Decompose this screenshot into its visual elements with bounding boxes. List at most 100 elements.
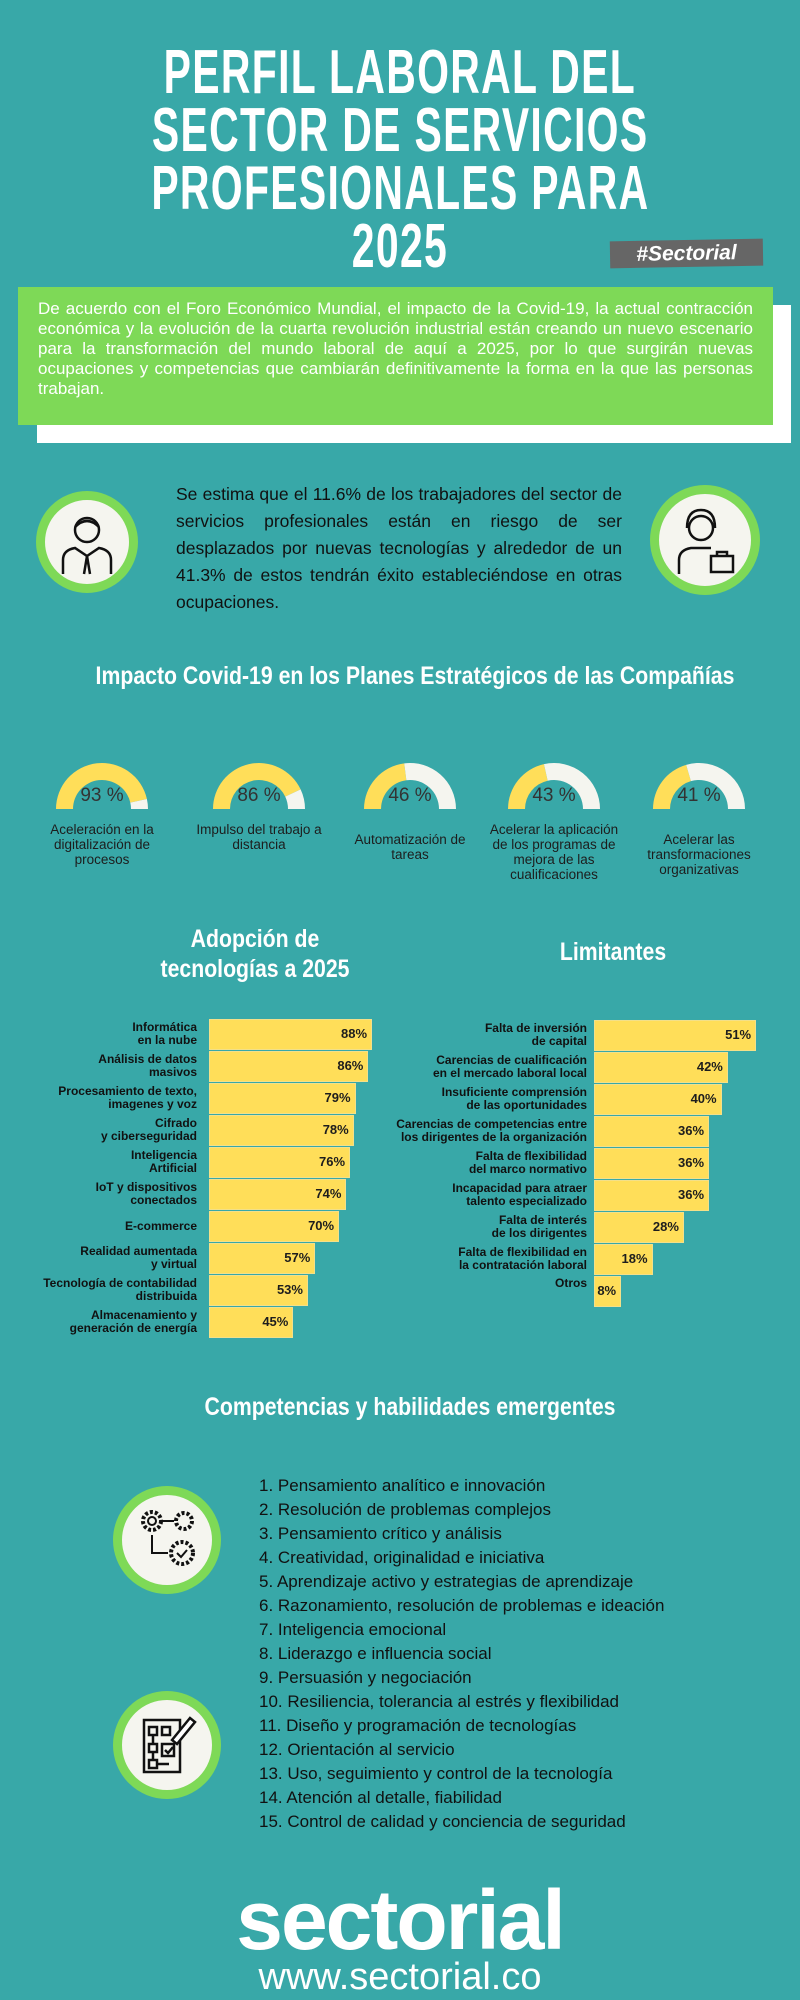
bar: 70% bbox=[210, 1212, 339, 1241]
gauge-remainder bbox=[404, 763, 456, 809]
bar-value-label: 79% bbox=[324, 1090, 351, 1105]
bar-category-label: Falta de inversión de capital bbox=[484, 1021, 587, 1048]
bar-value-label: 28% bbox=[652, 1219, 679, 1234]
bar: 74% bbox=[210, 1180, 346, 1209]
gauge-remainder bbox=[285, 789, 305, 809]
bar-value-label: 78% bbox=[322, 1122, 349, 1137]
bar-category-label: Falta de flexibilidad en la contratación… bbox=[458, 1245, 587, 1272]
bar-category-label: Análisis de datos masivos bbox=[98, 1052, 197, 1079]
gauge-value: 93 % bbox=[80, 785, 124, 806]
gauge-3 bbox=[364, 763, 456, 809]
worker-with-briefcase-icon bbox=[650, 485, 760, 595]
skill-item: 7. Inteligencia emocional bbox=[259, 1620, 447, 1639]
skill-item: 3. Pensamiento crítico y análisis bbox=[259, 1524, 502, 1543]
hashtag-badge: #Sectorial bbox=[609, 238, 764, 269]
skill-item: 6. Razonamiento, resolución de problemas… bbox=[259, 1596, 665, 1615]
bar-value-label: 45% bbox=[262, 1314, 289, 1329]
bar-value-label: 53% bbox=[276, 1282, 303, 1297]
bar-category-label: Insuficiente comprensión de las oportuni… bbox=[441, 1085, 587, 1112]
bar-category-label: Carencias de competencias entre los diri… bbox=[396, 1117, 587, 1144]
bar: 36% bbox=[595, 1117, 709, 1146]
gauge-fill bbox=[653, 764, 691, 809]
bar-category-label: Tecnología de contabilidad distribuida bbox=[43, 1276, 197, 1303]
bar-category-label: Procesamiento de texto, imagenes y voz bbox=[58, 1084, 197, 1111]
title-line-4: 2025 bbox=[351, 212, 449, 281]
bar-value-label: 8% bbox=[597, 1283, 617, 1298]
gauge-5 bbox=[653, 763, 745, 809]
intro-text: De acuerdo con el Foro Económico Mundial… bbox=[18, 287, 773, 425]
businessman-icon bbox=[36, 491, 138, 593]
title-line-3: PROFESIONALES PARA bbox=[150, 154, 650, 223]
bar-value-label: 36% bbox=[678, 1123, 705, 1138]
skill-item: 10. Resiliencia, tolerancia al estrés y … bbox=[259, 1692, 620, 1711]
bar: 88% bbox=[210, 1020, 372, 1049]
bar-value-label: 36% bbox=[678, 1155, 705, 1170]
bar: 78% bbox=[210, 1116, 353, 1145]
gauge-value: 41 % bbox=[677, 785, 721, 806]
skill-item: 13. Uso, seguimiento y control de la tec… bbox=[259, 1764, 613, 1783]
gauge-remainder bbox=[130, 798, 148, 809]
gears-process-icon bbox=[113, 1486, 221, 1594]
bar-category-label: Inteligencia Artificial bbox=[130, 1148, 197, 1175]
gauge-label: Acelerar las transformaciones organizati… bbox=[647, 832, 751, 877]
bar-category-label: Informática en la nube bbox=[132, 1020, 197, 1047]
bar-category-label: Incapacidad para atraer talento especial… bbox=[452, 1181, 587, 1208]
gauge-4 bbox=[508, 763, 600, 809]
bar: 42% bbox=[595, 1053, 727, 1082]
bar-category-label: Cifrado y ciberseguridad bbox=[100, 1116, 197, 1143]
bar-value-label: 51% bbox=[725, 1027, 752, 1042]
bar-value-label: 70% bbox=[308, 1218, 335, 1233]
gauge-1 bbox=[56, 763, 148, 809]
skill-item: 12. Orientación al servicio bbox=[259, 1740, 455, 1759]
limitations-heading: Limitantes bbox=[559, 938, 667, 966]
bar: 57% bbox=[210, 1244, 315, 1273]
skills-heading: Competencias y habilidades emergentes bbox=[204, 1393, 616, 1421]
bar-category-label: Falta de interés de los dirigentes bbox=[491, 1213, 587, 1240]
bar-category-label: Realidad aumentada y virtual bbox=[80, 1244, 197, 1271]
gauge-fill bbox=[56, 763, 147, 809]
skill-item: 9. Persuasión y negociación bbox=[259, 1668, 472, 1687]
bar-category-label: Otros bbox=[554, 1276, 587, 1290]
skill-item: 8. Liderazgo e influencia social bbox=[259, 1644, 492, 1663]
gauge-label: Aceleración en la digitalización de proc… bbox=[50, 822, 154, 867]
impact-heading: Impacto Covid-19 en los Planes Estratégi… bbox=[95, 662, 735, 690]
bar-category-label: Carencias de cualificación en el mercado… bbox=[432, 1053, 587, 1080]
bar: 18% bbox=[595, 1245, 652, 1274]
bar: 36% bbox=[595, 1149, 709, 1178]
skill-item: 1. Pensamiento analítico e innovación bbox=[259, 1476, 546, 1495]
title-line-2: SECTOR DE SERVICIOS bbox=[151, 96, 649, 165]
bar: 28% bbox=[595, 1213, 683, 1242]
displacement-stat: Se estima que el 11.6% de los trabajador… bbox=[176, 484, 622, 612]
skill-item: 2. Resolución de problemas complejos bbox=[259, 1500, 551, 1519]
website-url[interactable]: www.sectorial.co bbox=[258, 1956, 542, 1998]
gauge-value: 86 % bbox=[237, 785, 281, 806]
bar-category-label: E-commerce bbox=[124, 1219, 197, 1233]
skill-item: 4. Creatividad, originalidad e iniciativ… bbox=[259, 1548, 545, 1567]
bar-value-label: 18% bbox=[621, 1251, 648, 1266]
bar: 53% bbox=[210, 1276, 307, 1305]
skill-item: 5. Aprendizaje activo y estrategias de a… bbox=[259, 1572, 634, 1591]
skill-item: 14. Atención al detalle, fiabilidad bbox=[259, 1788, 502, 1807]
gauge-value: 46 % bbox=[388, 785, 432, 806]
title-line-1: PERFIL LABORAL DEL bbox=[163, 38, 637, 107]
gauge-fill bbox=[508, 764, 548, 809]
gauge-label: Automatización de tareas bbox=[354, 832, 466, 862]
skill-item: 15. Control de calidad y conciencia de s… bbox=[259, 1812, 626, 1831]
gauge-remainder bbox=[686, 763, 745, 809]
bar-value-label: 76% bbox=[319, 1154, 346, 1169]
bar: 86% bbox=[210, 1052, 368, 1081]
gauge-fill bbox=[364, 763, 407, 809]
bar-value-label: 74% bbox=[315, 1186, 342, 1201]
flowchart-pencil-icon bbox=[113, 1691, 221, 1799]
sectorial-logo: sectorial bbox=[236, 1873, 566, 1967]
bar-value-label: 36% bbox=[678, 1187, 705, 1202]
bar: 51% bbox=[595, 1021, 756, 1050]
bar: 40% bbox=[595, 1085, 721, 1114]
adoption-heading: Adopción de tecnologías a 2025 bbox=[160, 925, 350, 983]
skill-item: 11. Diseño y programación de tecnologías bbox=[259, 1716, 577, 1735]
bar-value-label: 86% bbox=[337, 1058, 364, 1073]
bar-category-label: Almacenamiento y generación de energía bbox=[69, 1308, 197, 1335]
bar-value-label: 42% bbox=[696, 1059, 723, 1074]
bar-value-label: 57% bbox=[284, 1250, 311, 1265]
gauge-2 bbox=[213, 763, 305, 809]
